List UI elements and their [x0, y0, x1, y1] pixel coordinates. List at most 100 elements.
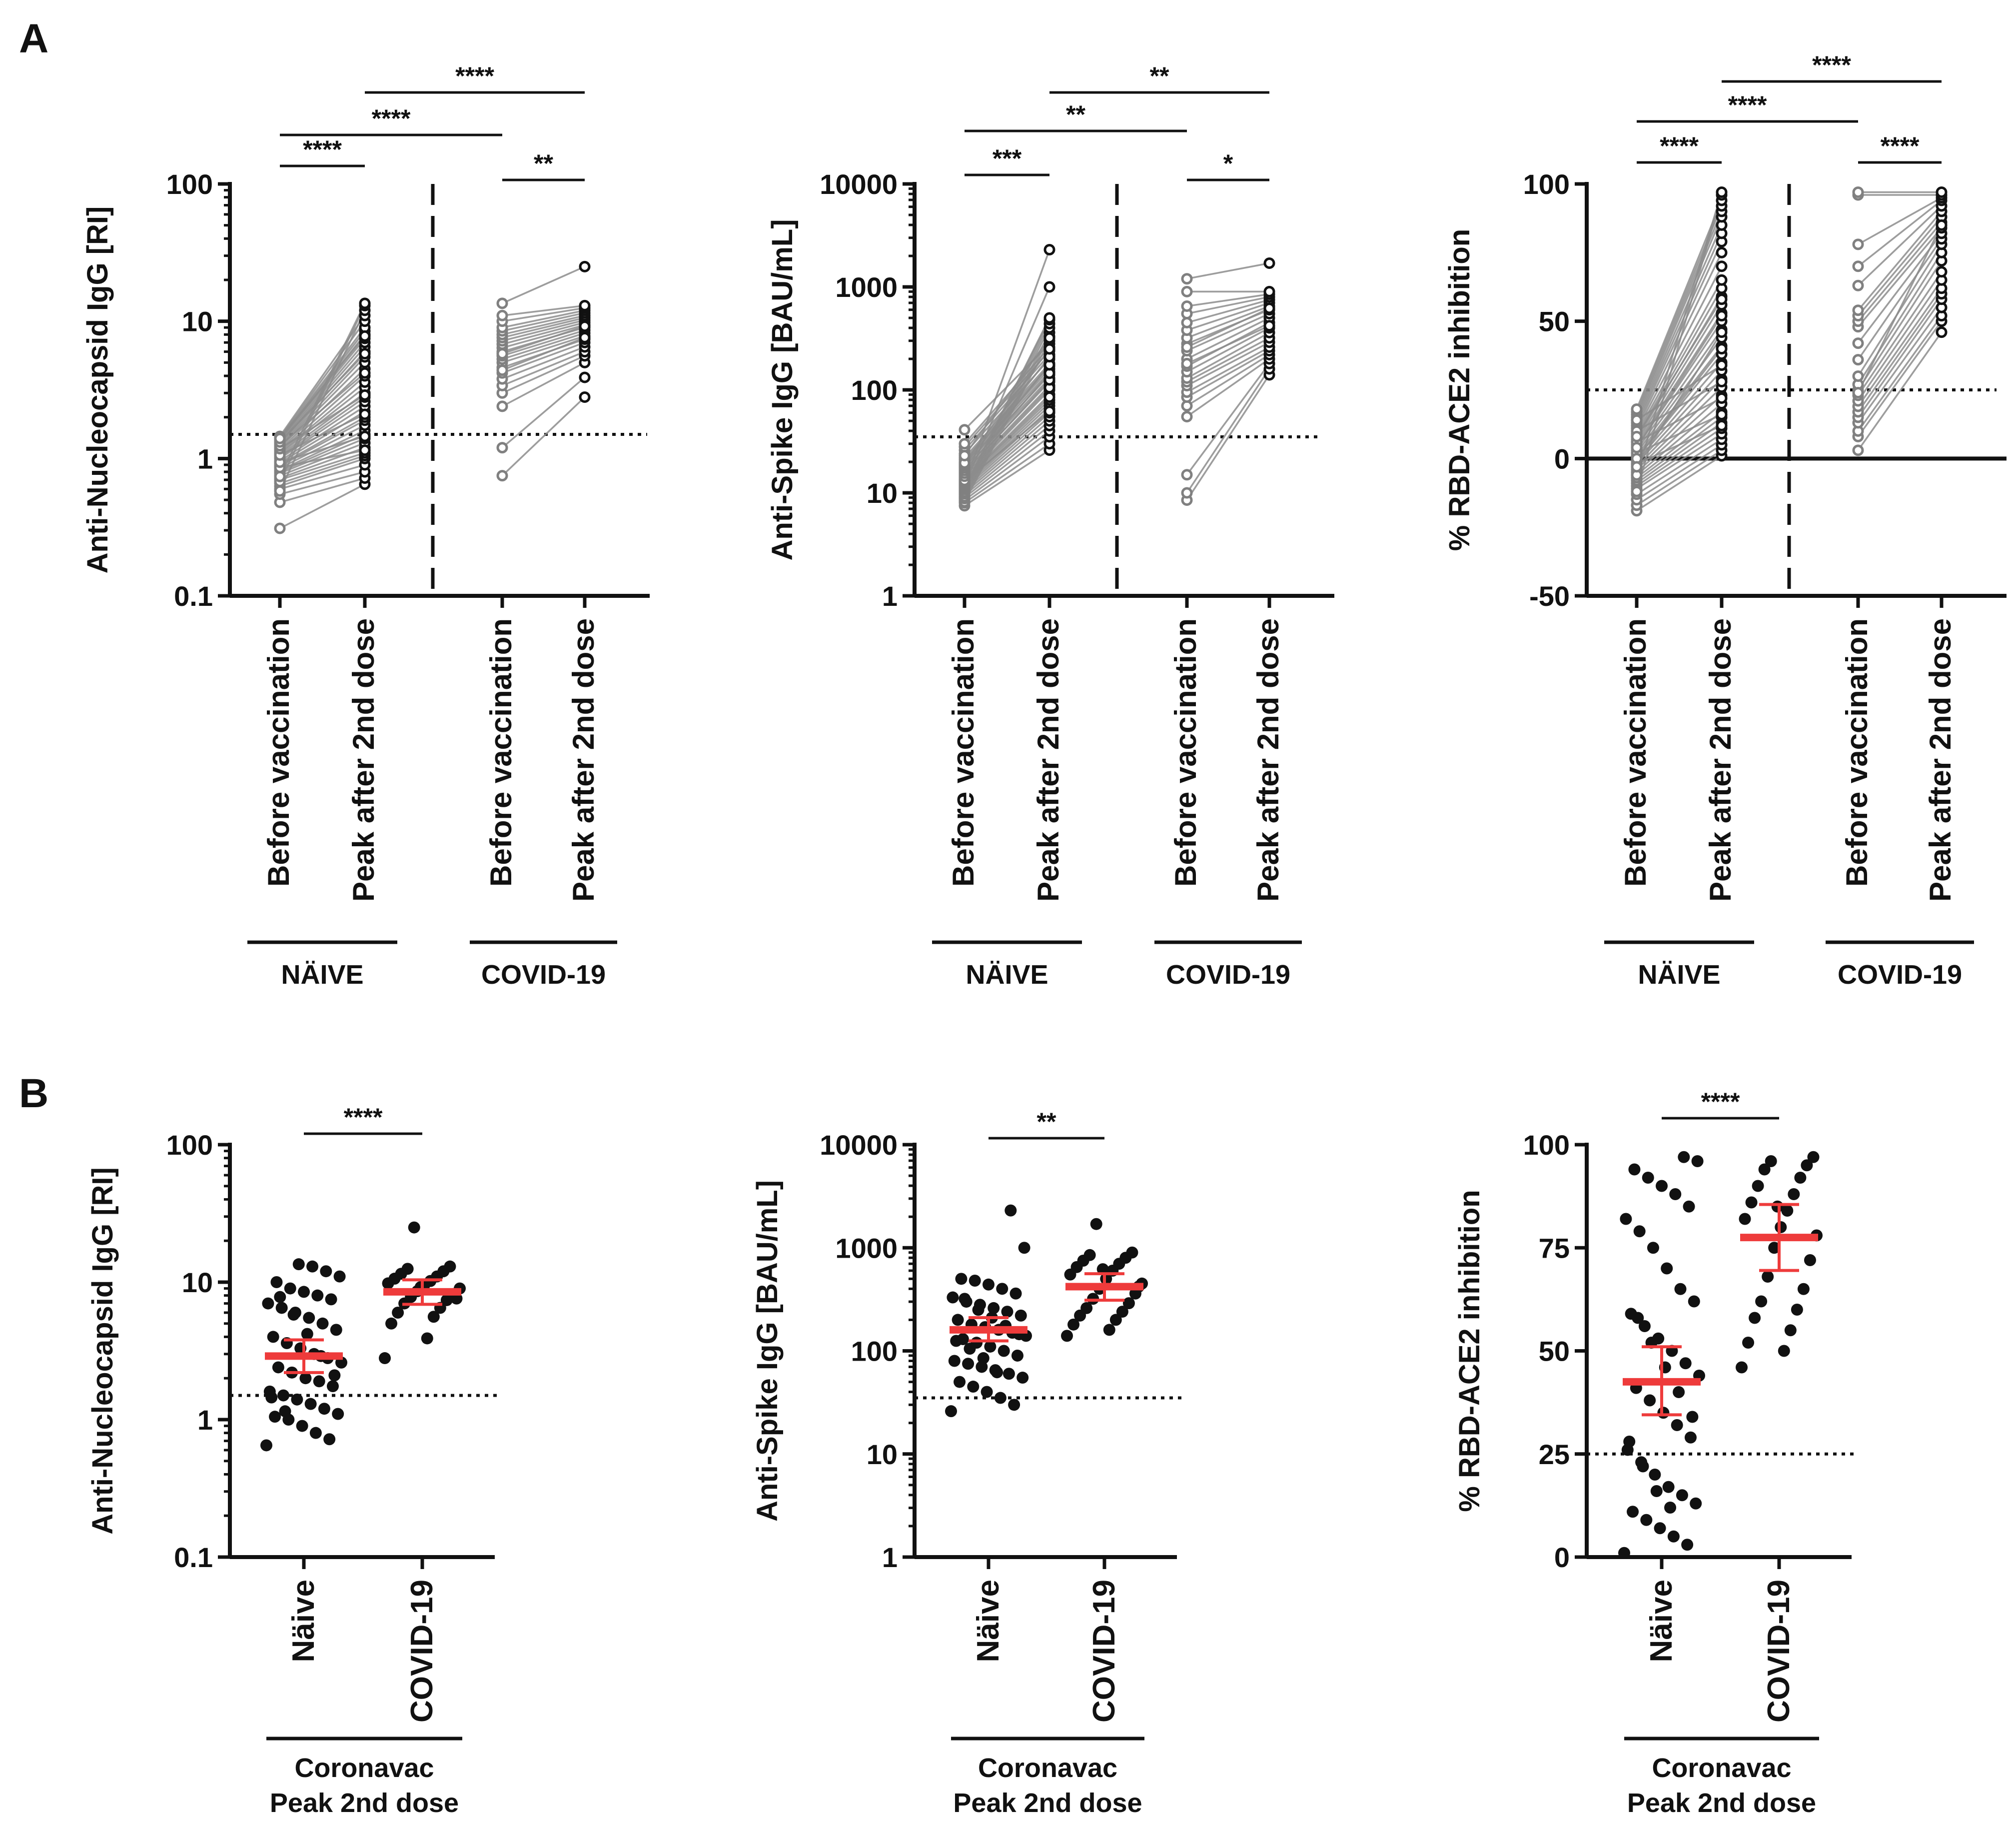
data-point: [303, 1312, 315, 1324]
data-point: [1671, 1419, 1683, 1431]
panel-label-a: A: [19, 16, 48, 61]
data-point: [292, 1258, 305, 1271]
x-tick-label: Peak after 2nd dose: [1924, 618, 1957, 902]
y-tick-label: 10000: [820, 168, 898, 200]
x-tick-label: Peak after 2nd dose: [567, 618, 600, 902]
significance-label: ****: [1812, 51, 1851, 79]
data-point: [984, 1340, 997, 1353]
data-point: [330, 1324, 342, 1336]
pair-line: [964, 436, 1050, 501]
x-tick-label: Before vaccination: [1619, 618, 1652, 887]
pair-line: [1186, 312, 1270, 352]
pair-line: [1636, 424, 1722, 465]
pair-line: [964, 286, 1050, 486]
y-tick-label: 10: [867, 1439, 898, 1470]
data-point: [1771, 1200, 1784, 1213]
pair-line: [502, 309, 585, 328]
pair-line: [1186, 368, 1270, 493]
pair-line: [1186, 337, 1270, 383]
pair-line: [964, 323, 1050, 493]
data-point: [385, 1317, 398, 1330]
data-point: [1627, 1506, 1639, 1518]
y-tick-label: 50: [1539, 306, 1570, 337]
y-tick-label: 100: [166, 168, 213, 200]
pair-line: [279, 416, 365, 466]
y-axis-label: % RBD-ACE2 inhibition: [1453, 1190, 1486, 1512]
pair-line: [279, 305, 366, 482]
data-point: [1647, 1242, 1659, 1254]
pair-line: [1636, 397, 1722, 443]
data-point: [1768, 1242, 1781, 1254]
y-tick-label: 100: [851, 1336, 898, 1367]
data-point: [1739, 1213, 1751, 1225]
data-point: [301, 1328, 313, 1340]
pair-line: [1186, 374, 1270, 501]
y-tick-label: 75: [1539, 1232, 1570, 1264]
data-point: [967, 1381, 980, 1393]
pair-line: [1186, 363, 1270, 475]
pair-line: [501, 396, 586, 476]
data-point: [260, 1439, 272, 1452]
point-after: [359, 297, 371, 309]
x-tick-label: Näive: [1644, 1580, 1679, 1662]
data-point: [954, 1376, 966, 1388]
point-after: [1936, 186, 1948, 198]
pair-line: [964, 430, 1050, 498]
point-after: [1716, 246, 1728, 258]
pair-line: [1186, 299, 1270, 324]
point-after: [1716, 419, 1728, 431]
data-point: [311, 1289, 324, 1302]
pair-line: [279, 464, 365, 490]
pair-line: [502, 341, 585, 374]
point-before: [1181, 273, 1193, 285]
data-point: [1673, 1386, 1685, 1398]
pair-line: [1858, 196, 1942, 245]
data-point: [948, 1355, 961, 1367]
point-before: [496, 348, 508, 360]
data-point: [1644, 1394, 1656, 1407]
pair-line: [502, 350, 585, 386]
data-point: [1014, 1309, 1027, 1322]
y-tick-label: 100: [1523, 1129, 1570, 1161]
pair-line: [502, 317, 585, 339]
point-after: [579, 371, 591, 383]
pair-line: [964, 337, 1050, 456]
point-before: [1181, 410, 1193, 422]
point-before: [1631, 441, 1643, 453]
data-point: [1650, 1485, 1663, 1497]
data-point: [1775, 1221, 1787, 1233]
panel-label-b: B: [19, 1071, 48, 1116]
data-point: [1690, 1497, 1702, 1510]
chart-b3: 0 25 50 75 100 % RBD-ACE2 inhibition **** Näive…: [1453, 1088, 1857, 1818]
pair-line: [279, 429, 365, 471]
data-point: [1067, 1318, 1080, 1331]
point-before: [496, 400, 508, 412]
data-point: [1003, 1368, 1015, 1380]
data-point: [1684, 1431, 1697, 1444]
data-point: [977, 1352, 990, 1365]
chart-b1: 0.1 1 10 100 Anti-Nucleocapsid IgG [RI] **** N…: [86, 1103, 500, 1818]
point-before: [1852, 304, 1864, 316]
point-after: [1043, 391, 1055, 403]
data-point: [401, 1263, 414, 1275]
pair-line: [279, 381, 366, 454]
pair-line: [1636, 416, 1723, 481]
data-point: [1016, 1372, 1029, 1384]
group-label: NÄIVE: [281, 960, 363, 990]
significance-label: ***: [993, 144, 1022, 172]
data-point: [309, 1427, 322, 1439]
pair-line: [1636, 216, 1723, 418]
pair-line: [1186, 305, 1270, 339]
data-point: [1679, 1357, 1692, 1370]
x-tick-label: Peak after 2nd dose: [1031, 618, 1065, 902]
group-label-line2: Peak 2nd dose: [1627, 1788, 1816, 1818]
data-point: [267, 1331, 279, 1343]
y-axis-label: Anti-Spike IgG [BAU/mL]: [751, 1180, 784, 1522]
chart-a3: -50 0 50 100 % RBD-ACE2 inhibition **** **** **…: [1443, 51, 2007, 990]
pair-line: [1636, 191, 1723, 475]
point-after: [1043, 343, 1055, 355]
pair-line: [1186, 346, 1270, 393]
pair-line: [1857, 271, 1943, 396]
data-point: [1669, 1188, 1682, 1200]
y-tick-label: 1: [882, 580, 898, 612]
